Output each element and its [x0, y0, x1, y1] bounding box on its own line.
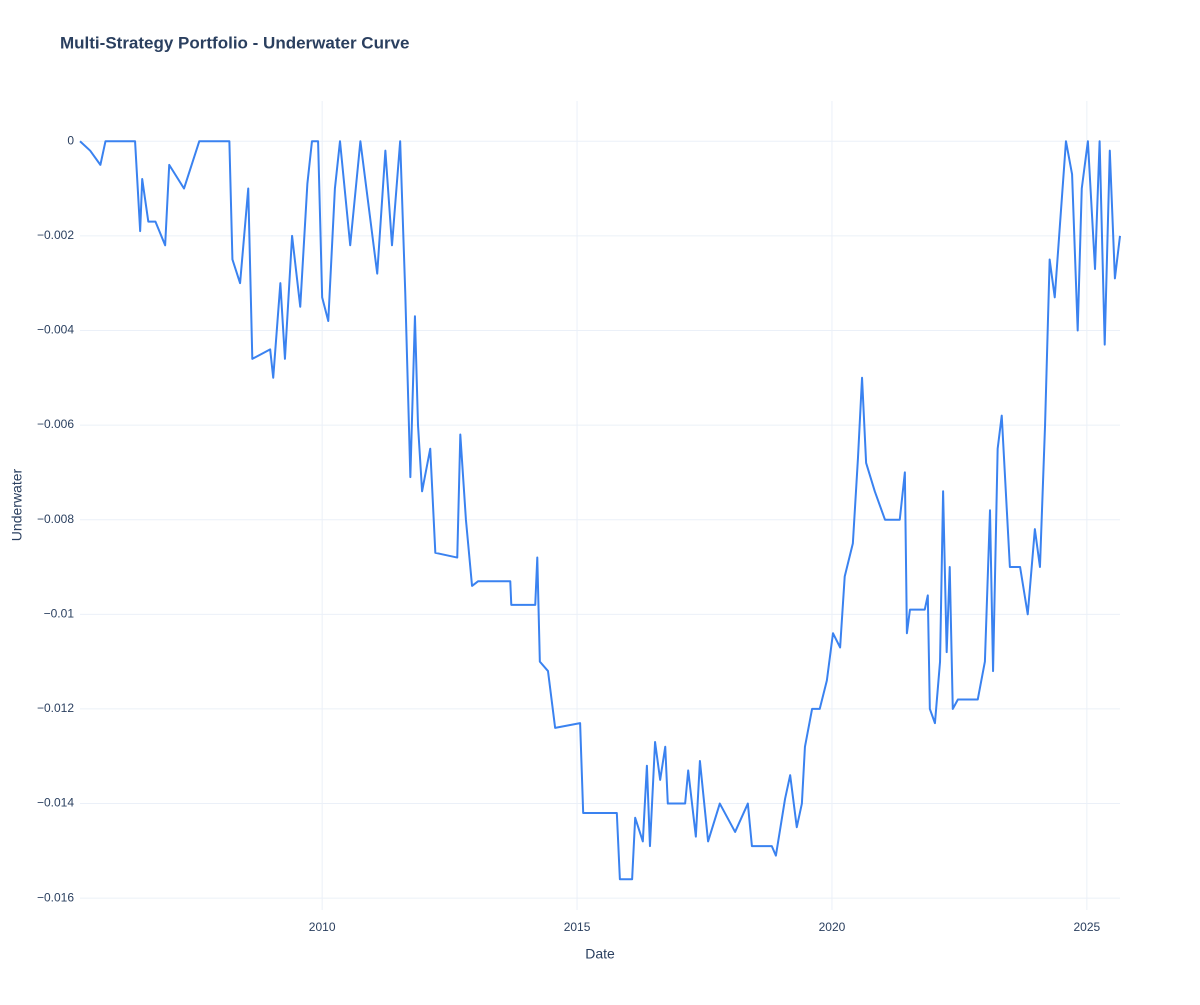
y-axis-title: Underwater [9, 468, 25, 541]
y-tick-label: −0.008 [37, 512, 74, 526]
y-tick-label: −0.004 [37, 323, 74, 337]
y-tick-label: −0.01 [44, 606, 75, 620]
x-tick-label: 2020 [819, 920, 846, 934]
x-axis-title: Date [585, 946, 615, 962]
y-tick-label: −0.002 [37, 228, 74, 242]
y-tick-label: −0.006 [37, 417, 74, 431]
chart-title: Multi-Strategy Portfolio - Underwater Cu… [60, 33, 409, 52]
x-tick-label: 2015 [564, 920, 591, 934]
x-tick-label: 2010 [309, 920, 336, 934]
y-tick-label: −0.014 [37, 796, 74, 810]
y-tick-label: −0.016 [37, 890, 74, 904]
y-tick-label: −0.012 [37, 701, 74, 715]
x-tick-label: 2025 [1074, 920, 1101, 934]
y-tick-label: 0 [67, 133, 74, 147]
underwater-line [79, 140, 1121, 881]
